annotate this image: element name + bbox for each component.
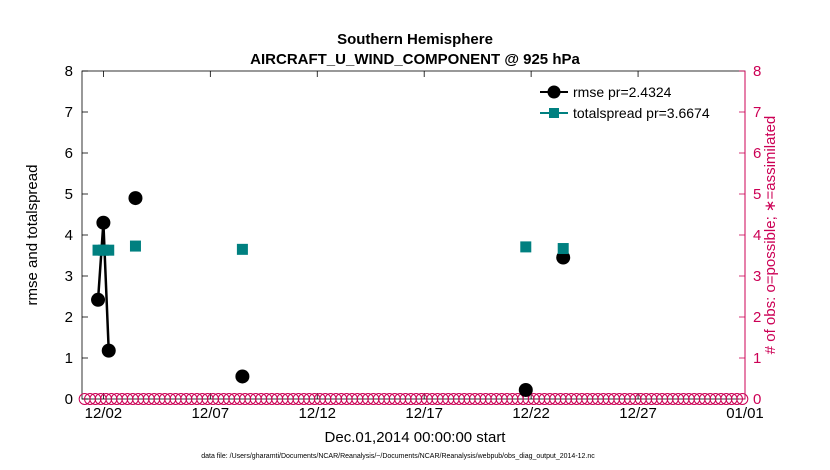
y-axis-right-ticks: 0 1 2 3 4 5 6 7 8	[739, 63, 761, 408]
footnote: data file: /Users/gharamti/Documents/NCA…	[201, 453, 595, 460]
y-axis-left-ticks: 0 1 2 3 4 5 6 7 8	[65, 63, 88, 408]
legend-rmse-label: rmse pr=2.4324	[573, 84, 672, 100]
y-right-tick-label-1: 1	[753, 350, 761, 367]
rmse-point	[128, 191, 143, 206]
x-tick-label-0: 12/02	[85, 405, 123, 422]
obs-possible-marker	[730, 393, 743, 405]
rmse-point	[101, 343, 116, 358]
y-axis-left-label: rmse and totalspread	[24, 165, 41, 306]
legend-totalspread-marker	[549, 108, 559, 118]
totalspread-point	[557, 243, 569, 255]
legend-rmse-marker	[547, 85, 561, 99]
obs-possible-marker	[736, 393, 749, 405]
series-markers	[91, 191, 571, 397]
legend-totalspread-label: totalspread pr=3.6674	[573, 105, 710, 121]
y-left-tick-label-4: 4	[65, 227, 73, 244]
x-tick-label-1: 12/07	[192, 405, 230, 422]
obs-count-markers	[78, 393, 749, 405]
totalspread-point	[103, 244, 115, 256]
chart-subtitle: AIRCRAFT_U_WIND_COMPONENT @ 925 hPa	[250, 51, 580, 68]
y-right-tick-label-2: 2	[753, 309, 761, 326]
y-left-tick-label-6: 6	[65, 145, 73, 162]
rmse-point	[556, 250, 571, 265]
y-right-tick-label-3: 3	[753, 268, 761, 285]
y-right-tick-label-8: 8	[753, 63, 761, 80]
legend-box	[533, 81, 738, 127]
y-axis-right-label: # of obs: o=possible; ∗=assimilated	[762, 116, 779, 355]
x-tick-label-2: 12/12	[298, 405, 336, 422]
chart-title: Southern Hemisphere	[337, 31, 493, 48]
totalspread-point	[236, 243, 248, 255]
y-right-tick-label-0: 0	[753, 391, 761, 408]
y-left-tick-label-0: 0	[65, 391, 73, 408]
totalspread-point	[520, 241, 532, 253]
y-left-tick-label-2: 2	[65, 309, 73, 326]
rmse-point	[518, 382, 533, 397]
x-tick-label-4: 12/22	[512, 405, 550, 422]
rmse-point	[91, 292, 106, 307]
totalspread-point	[129, 240, 141, 252]
rmse-line	[96, 222, 110, 351]
x-tick-label-6: 01/01	[726, 405, 764, 422]
x-tick-label-3: 12/17	[405, 405, 443, 422]
y-right-tick-label-6: 6	[753, 145, 761, 162]
y-left-tick-label-5: 5	[65, 186, 73, 203]
x-axis-label: Dec.01,2014 00:00:00 start	[325, 429, 507, 446]
rmse-point	[96, 215, 111, 230]
y-left-tick-label-3: 3	[65, 268, 73, 285]
x-tick-label-5: 12/27	[619, 405, 657, 422]
legend: rmse pr=2.4324 totalspread pr=3.6674	[533, 81, 738, 127]
rmse-point	[235, 369, 250, 384]
y-left-tick-label-8: 8	[65, 63, 73, 80]
y-right-tick-label-5: 5	[753, 186, 761, 203]
y-right-tick-label-7: 7	[753, 104, 761, 121]
x-axis-ticks: 12/02 12/07 12/12 12/17 12/22 12/27 01/01	[85, 71, 764, 422]
y-left-tick-label-7: 7	[65, 104, 73, 121]
y-right-tick-label-4: 4	[753, 227, 761, 244]
y-left-tick-label-1: 1	[65, 350, 73, 367]
